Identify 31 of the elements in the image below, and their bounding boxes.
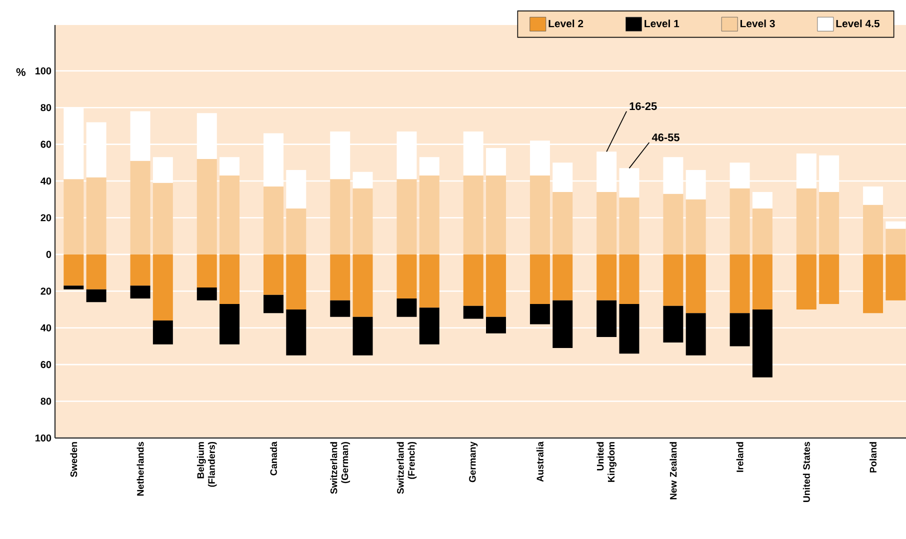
x-tick-label: Belgium (Flanders) bbox=[196, 442, 217, 487]
legend-label: Level 3 bbox=[740, 20, 775, 28]
y-tick-label: 80 bbox=[40, 398, 52, 405]
x-tick-label: Australia bbox=[536, 441, 544, 482]
x-tick-label: Poland bbox=[870, 442, 877, 472]
x-tick-label: United Kingdom bbox=[596, 442, 616, 482]
y-tick-label: 60 bbox=[40, 361, 52, 368]
legend-label: Level 2 bbox=[548, 20, 584, 28]
x-tick-label: Sweden bbox=[70, 442, 78, 478]
x-tick-label: Switzerland (French) bbox=[396, 442, 417, 494]
x-tick-label: Canada bbox=[270, 441, 277, 476]
y-tick-label: 100 bbox=[35, 67, 52, 74]
x-tick-label: Netherlands bbox=[136, 442, 144, 496]
y-tick-label: 0 bbox=[46, 250, 52, 258]
x-tick-label: United States bbox=[802, 442, 810, 502]
y-tick-label: 60 bbox=[40, 140, 52, 148]
y-axis-title: % bbox=[16, 68, 26, 76]
y-tick-label: 100 bbox=[35, 434, 52, 442]
legend-label: Level 4.5 bbox=[836, 20, 880, 28]
y-tick-label: 20 bbox=[40, 288, 52, 295]
annotation: 46-55 bbox=[652, 134, 680, 142]
x-tick-label: Germany bbox=[469, 442, 478, 482]
y-tick-label: 40 bbox=[40, 324, 52, 332]
x-tick-label: Ireland bbox=[736, 442, 744, 472]
legend-label: Level 1 bbox=[644, 20, 680, 28]
y-tick-label: 40 bbox=[40, 177, 52, 185]
y-tick-label: 20 bbox=[40, 214, 52, 222]
x-tick-label: Switzerland (German) bbox=[330, 442, 350, 494]
annotation: 16-25 bbox=[630, 102, 657, 110]
x-tick-label: New Zealand bbox=[670, 442, 677, 500]
y-tick-label: 80 bbox=[40, 104, 52, 112]
